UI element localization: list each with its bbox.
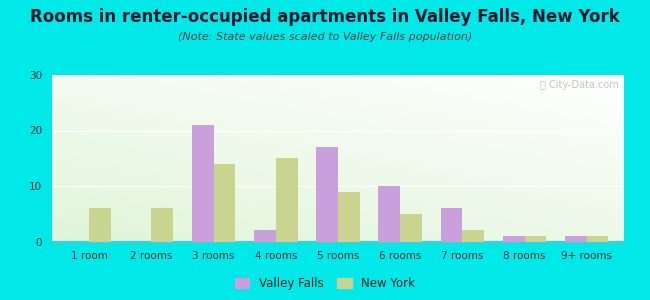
Bar	[254, 230, 276, 242]
Bar	[276, 158, 298, 242]
Text: Rooms in renter-occupied apartments in Valley Falls, New York: Rooms in renter-occupied apartments in V…	[30, 8, 620, 26]
Text: (Note: State values scaled to Valley Falls population): (Note: State values scaled to Valley Fal…	[178, 32, 472, 41]
Bar	[192, 125, 214, 242]
Bar	[400, 214, 422, 242]
Bar	[525, 236, 546, 242]
Bar	[462, 230, 484, 242]
Bar	[378, 186, 400, 242]
Text: Ⓢ City-Data.com: Ⓢ City-Data.com	[540, 80, 618, 90]
Bar	[151, 208, 174, 242]
Bar	[214, 164, 235, 242]
Bar	[89, 208, 111, 242]
Bar	[317, 147, 338, 242]
Bar	[565, 236, 587, 242]
Bar	[587, 236, 608, 242]
Bar	[502, 236, 525, 242]
Bar	[338, 192, 359, 242]
Bar	[441, 208, 462, 242]
Legend: Valley Falls, New York: Valley Falls, New York	[233, 275, 417, 292]
